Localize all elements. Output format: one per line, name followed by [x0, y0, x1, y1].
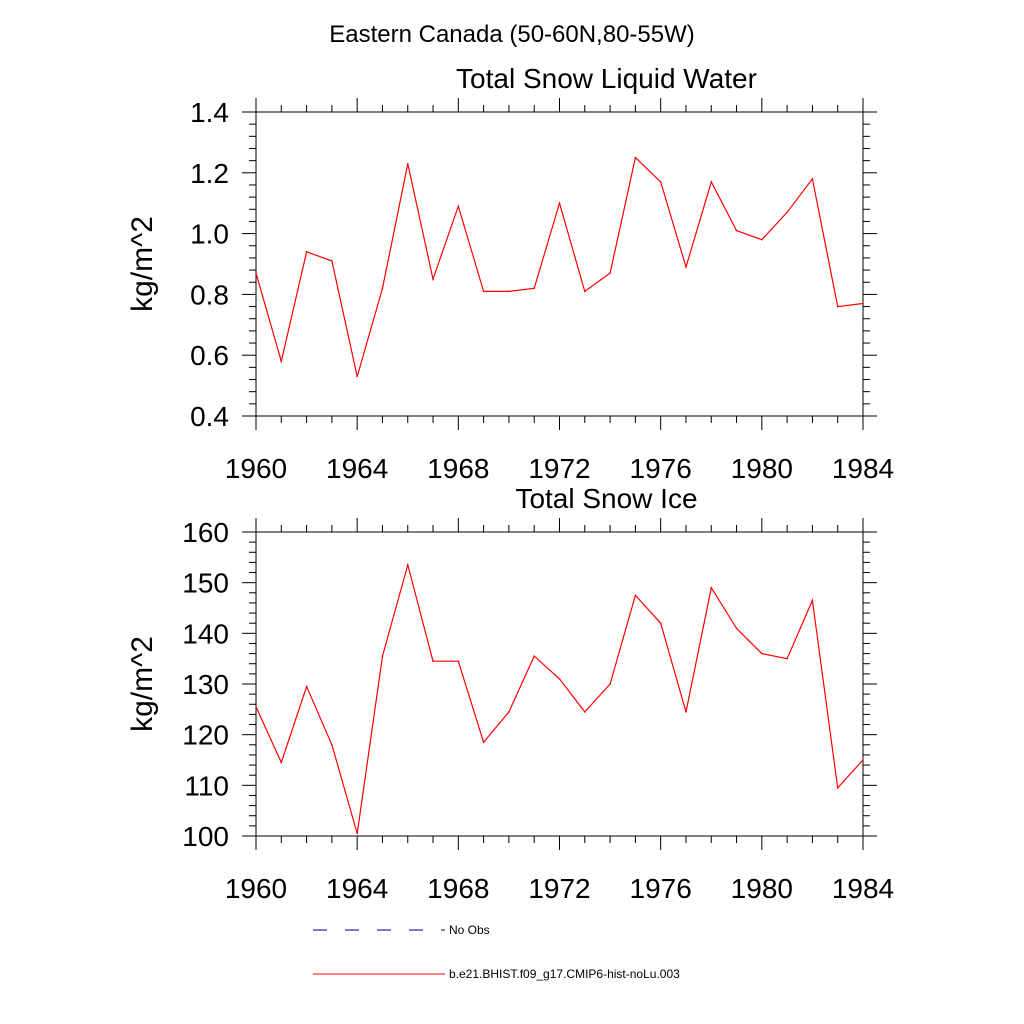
y-tick-label: 120	[182, 720, 229, 751]
x-tick-label: 1980	[731, 453, 793, 484]
legend-label-model: b.e21.BHIST.f09_g17.CMIP6-hist-noLu.003	[449, 967, 680, 981]
data-point	[356, 832, 358, 835]
data-point	[811, 178, 814, 180]
x-tick-label: 1960	[225, 453, 287, 484]
data-point	[761, 238, 763, 241]
data-point	[634, 156, 637, 159]
data-point	[482, 290, 485, 293]
plot-frame	[255, 111, 864, 417]
y-tick-label: 1.2	[190, 158, 229, 189]
data-point	[508, 711, 510, 713]
data-point	[862, 302, 864, 305]
y-tick-label: 100	[182, 821, 229, 852]
x-tick-label: 1968	[427, 453, 489, 484]
data-point	[786, 657, 788, 660]
data-point	[533, 655, 536, 657]
data-point	[609, 272, 611, 274]
data-point	[533, 287, 536, 290]
panel-title: Total Snow Ice	[515, 483, 697, 514]
data-point	[432, 660, 434, 662]
x-tick-label: 1972	[528, 873, 590, 904]
data-point	[255, 706, 257, 708]
data-point	[836, 787, 839, 789]
panel-title: Total Snow Liquid Water	[456, 63, 757, 94]
data-point	[381, 655, 384, 657]
data-point	[583, 711, 586, 713]
x-tick-label: 1980	[731, 873, 793, 904]
data-point	[558, 678, 561, 680]
data-point	[558, 202, 561, 204]
data-point	[457, 660, 460, 662]
data-point	[280, 761, 283, 764]
data-point	[735, 229, 738, 232]
y-tick-label: 150	[182, 568, 229, 599]
data-point	[659, 181, 662, 183]
x-tick-label: 1976	[630, 873, 692, 904]
y-tick-label: 1.4	[190, 97, 229, 128]
y-tick-label: 140	[182, 618, 229, 649]
data-point	[482, 741, 485, 744]
x-tick-label: 1984	[832, 873, 894, 904]
y-tick-label: 1.0	[190, 219, 229, 250]
x-tick-label: 1960	[225, 873, 287, 904]
data-point	[508, 290, 510, 293]
data-point	[710, 181, 713, 183]
data-point	[406, 564, 409, 566]
data-point	[786, 211, 788, 214]
figure-title: Eastern Canada (50-60N,80-55W)	[329, 21, 695, 48]
data-point	[685, 266, 687, 268]
x-tick-label: 1984	[832, 453, 894, 484]
y-axis-label: kg/m^2	[126, 216, 159, 312]
y-tick-label: 0.8	[190, 279, 229, 310]
data-point	[331, 260, 333, 262]
data-point	[280, 360, 283, 363]
y-axis-label: kg/m^2	[126, 636, 159, 732]
y-tick-label: 0.6	[190, 340, 229, 371]
data-point	[583, 290, 586, 293]
data-point	[609, 683, 611, 685]
data-point	[685, 711, 687, 713]
y-tick-label: 160	[182, 517, 229, 548]
x-tick-label: 1968	[427, 873, 489, 904]
data-point	[432, 278, 434, 281]
legend-label-no-obs: No Obs	[449, 923, 490, 937]
legend: No Obs b.e21.BHIST.f09_g17.CMIP6-hist-no…	[313, 923, 680, 981]
data-point	[305, 251, 308, 253]
x-tick-label: 1964	[326, 873, 388, 904]
data-point	[331, 744, 333, 746]
x-tick-label: 1964	[326, 453, 388, 484]
data-point	[836, 305, 839, 308]
data-point	[381, 287, 384, 290]
data-point	[659, 622, 662, 624]
y-tick-label: 130	[182, 669, 229, 700]
y-tick-label: 0.4	[190, 401, 229, 432]
panel-2: Total Snow Ice 1960 1964 1968 1972 1976 1980 19…	[126, 483, 894, 904]
data-point	[255, 272, 257, 274]
data-point	[406, 162, 409, 165]
data-point	[811, 599, 814, 602]
data-point	[761, 652, 763, 655]
data-point	[356, 375, 358, 378]
x-tick-label: 1972	[528, 453, 590, 484]
data-point	[305, 685, 308, 688]
series-line	[255, 156, 864, 377]
series-line	[255, 562, 864, 834]
data-point	[710, 586, 713, 589]
panel-1: Total Snow Liquid Water 1960 1964 1968 1972 1…	[126, 63, 894, 484]
data-point	[735, 627, 738, 630]
y-tick-label: 110	[184, 770, 229, 801]
data-point	[457, 205, 460, 208]
data-point	[862, 759, 864, 761]
x-tick-label: 1976	[630, 453, 692, 484]
data-point	[634, 594, 637, 597]
plot-frame	[255, 531, 864, 837]
